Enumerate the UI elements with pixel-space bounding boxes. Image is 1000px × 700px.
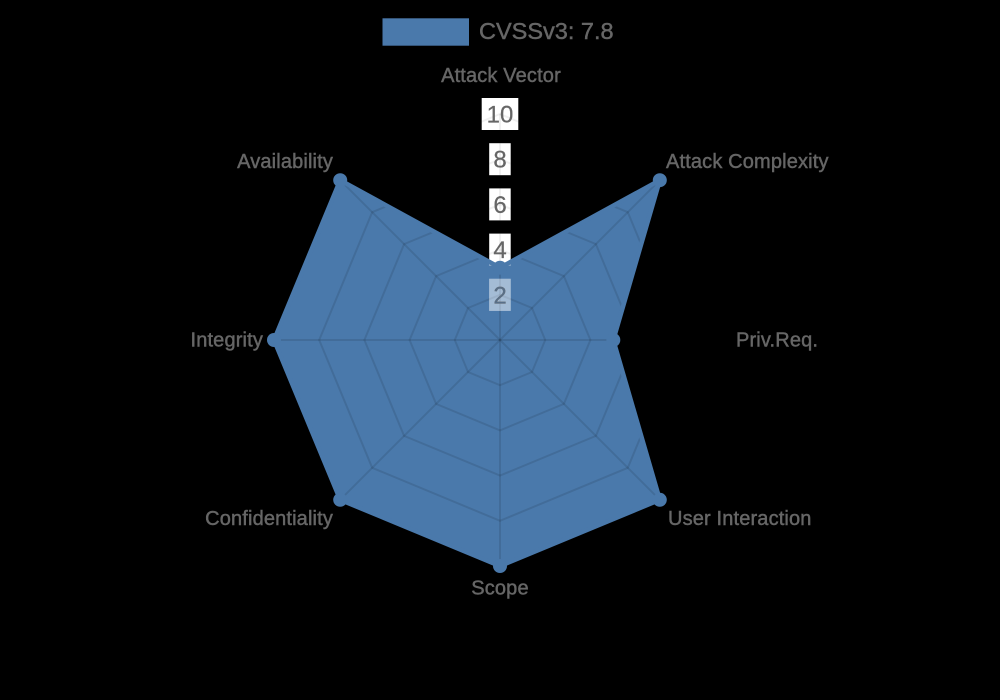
svg-text:8: 8	[493, 147, 506, 174]
svg-text:Integrity: Integrity	[191, 330, 264, 352]
svg-text:4: 4	[493, 237, 506, 264]
svg-text:Availability: Availability	[237, 151, 333, 173]
svg-text:6: 6	[493, 192, 506, 219]
svg-text:CVSSv3: 7.8: CVSSv3: 7.8	[479, 18, 614, 44]
svg-text:Attack Vector: Attack Vector	[441, 65, 561, 87]
svg-text:Attack Complexity: Attack Complexity	[666, 151, 829, 173]
svg-text:User Interaction: User Interaction	[668, 508, 812, 530]
svg-text:2: 2	[493, 282, 506, 309]
svg-text:Confidentiality: Confidentiality	[205, 508, 333, 530]
svg-text:10: 10	[487, 102, 514, 129]
svg-text:Priv.Req.: Priv.Req.	[736, 330, 818, 352]
svg-text:Scope: Scope	[471, 577, 528, 599]
